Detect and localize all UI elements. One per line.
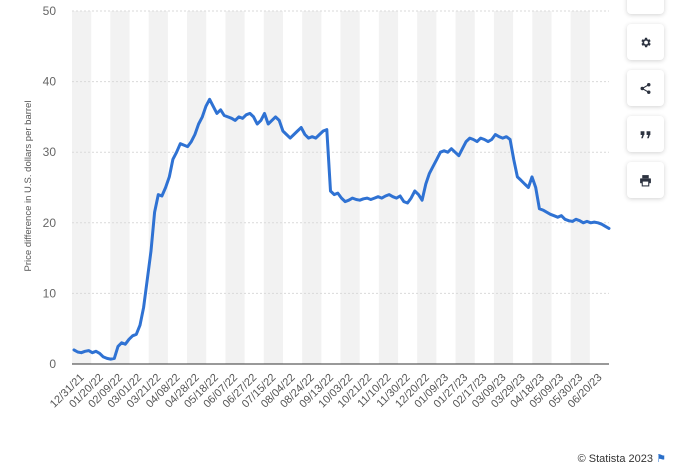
y-tick-label: 10 (43, 286, 57, 300)
cite-button[interactable] (627, 116, 664, 152)
share-icon (640, 82, 651, 94)
background-band (263, 11, 283, 364)
background-band (187, 11, 207, 364)
background-bands (72, 11, 590, 364)
background-band (72, 11, 92, 364)
series-group (72, 97, 611, 361)
background-band (148, 11, 168, 364)
background-band (417, 11, 437, 364)
background-band (110, 11, 130, 364)
quote-icon (640, 130, 651, 138)
settings-button[interactable] (627, 24, 664, 60)
y-axis-label: Price difference in U.S. dollars per bar… (23, 101, 34, 272)
background-band (455, 11, 475, 364)
download-icon (641, 0, 651, 1)
flag-icon[interactable]: ⚑ (656, 453, 666, 465)
share-button[interactable] (627, 70, 664, 106)
print-button[interactable] (627, 162, 664, 198)
gear-icon (641, 37, 651, 47)
background-band (225, 11, 245, 364)
y-tick-label: 40 (43, 75, 57, 89)
download-button[interactable] (627, 0, 664, 14)
y-tick-label: 30 (43, 145, 57, 159)
y-tick-labels: 0 10 20 30 40 50 (43, 4, 57, 371)
y-tick-label: 0 (49, 357, 56, 371)
background-band (302, 11, 322, 364)
series-line (72, 97, 611, 361)
background-band (378, 11, 399, 364)
background-band (340, 11, 360, 364)
y-tick-label: 50 (43, 4, 57, 18)
gridlines (72, 10, 609, 365)
x-tick-labels: 12/31/2101/20/2202/09/2203/01/2203/21/22… (48, 372, 605, 411)
background-band (493, 11, 514, 364)
source-credit[interactable]: © Statista 2023 (577, 453, 653, 465)
print-icon (640, 174, 651, 186)
background-band (570, 11, 590, 364)
y-tick-label: 20 (43, 216, 57, 230)
background-band (532, 11, 552, 364)
